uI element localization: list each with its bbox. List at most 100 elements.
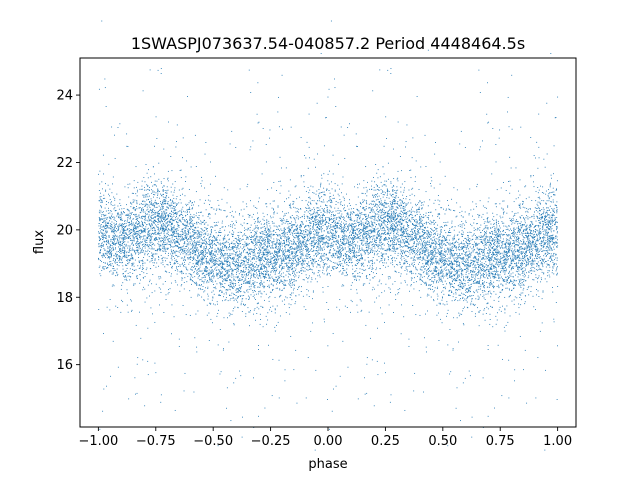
data-point: [508, 225, 510, 227]
data-point: [504, 232, 506, 233]
data-point: [309, 225, 311, 227]
data-point: [114, 262, 116, 264]
data-point: [136, 208, 138, 210]
data-point: [255, 293, 257, 295]
data-point: [359, 183, 360, 185]
data-point: [100, 249, 102, 250]
data-point: [312, 263, 314, 265]
data-point: [230, 247, 232, 249]
data-point: [451, 273, 452, 274]
data-point: [305, 309, 307, 311]
data-point: [395, 190, 397, 192]
data-point: [283, 233, 285, 235]
data-point: [246, 289, 248, 291]
data-point: [156, 250, 158, 252]
data-point: [379, 235, 381, 237]
data-point: [425, 282, 427, 284]
data-point: [207, 262, 209, 263]
data-point: [413, 261, 415, 263]
data-point: [463, 294, 465, 295]
data-point: [254, 240, 256, 242]
data-point: [283, 260, 285, 262]
data-point: [239, 188, 241, 190]
data-point: [306, 249, 308, 251]
data-point: [293, 243, 294, 245]
data-point: [209, 259, 210, 261]
data-point: [116, 212, 118, 214]
data-point: [332, 229, 334, 231]
data-point: [509, 274, 511, 276]
data-point: [301, 249, 303, 250]
data-point: [538, 275, 540, 277]
data-point: [270, 247, 272, 249]
data-point: [496, 252, 498, 254]
data-point: [229, 249, 231, 251]
data-point: [164, 199, 166, 201]
data-point: [136, 250, 138, 252]
data-point: [197, 262, 199, 264]
data-point: [244, 257, 246, 259]
data-point: [301, 230, 303, 231]
data-point: [340, 249, 341, 251]
data-point: [462, 285, 464, 287]
data-point: [483, 272, 484, 274]
data-point: [549, 235, 551, 237]
data-point: [447, 272, 449, 274]
data-point: [547, 264, 549, 266]
data-point: [400, 249, 402, 251]
data-point: [347, 246, 349, 248]
data-point: [515, 255, 517, 257]
data-point: [497, 344, 499, 346]
data-point: [151, 223, 153, 225]
data-point: [517, 223, 518, 225]
data-point: [373, 235, 375, 237]
data-point: [253, 266, 255, 268]
data-point: [188, 257, 190, 259]
data-point: [154, 194, 156, 196]
data-point: [505, 190, 507, 192]
data-point: [460, 294, 462, 296]
data-point: [511, 263, 513, 264]
data-point: [157, 227, 159, 229]
data-point: [451, 268, 453, 270]
data-point: [292, 271, 294, 273]
data-point: [350, 240, 351, 242]
data-point: [488, 249, 490, 251]
data-point: [436, 230, 438, 232]
data-point: [504, 309, 506, 311]
data-point: [286, 244, 288, 246]
data-point: [384, 362, 385, 364]
data-point: [339, 223, 341, 225]
data-point: [228, 246, 230, 248]
data-point: [498, 235, 500, 237]
data-point: [439, 280, 441, 282]
data-point: [215, 232, 217, 234]
data-point: [495, 206, 497, 208]
data-point: [371, 185, 372, 187]
data-point: [149, 240, 151, 242]
data-point: [546, 275, 548, 277]
data-point: [524, 274, 526, 275]
data-point: [281, 281, 283, 283]
data-point: [171, 242, 173, 244]
data-point: [514, 228, 516, 230]
data-point: [443, 275, 445, 277]
data-point: [505, 246, 507, 248]
data-point: [323, 201, 325, 203]
data-point: [539, 198, 541, 200]
data-point: [250, 267, 252, 269]
data-point: [343, 233, 345, 235]
data-point: [275, 258, 277, 260]
data-point: [243, 222, 245, 224]
data-point: [186, 253, 188, 254]
data-point: [382, 203, 384, 205]
data-point: [289, 222, 290, 224]
data-point: [289, 247, 291, 249]
data-point: [522, 216, 524, 218]
data-point: [249, 253, 251, 255]
data-point: [326, 209, 328, 211]
data-point: [487, 278, 489, 279]
data-point: [154, 250, 156, 252]
data-point: [479, 264, 481, 266]
data-point: [342, 340, 344, 342]
